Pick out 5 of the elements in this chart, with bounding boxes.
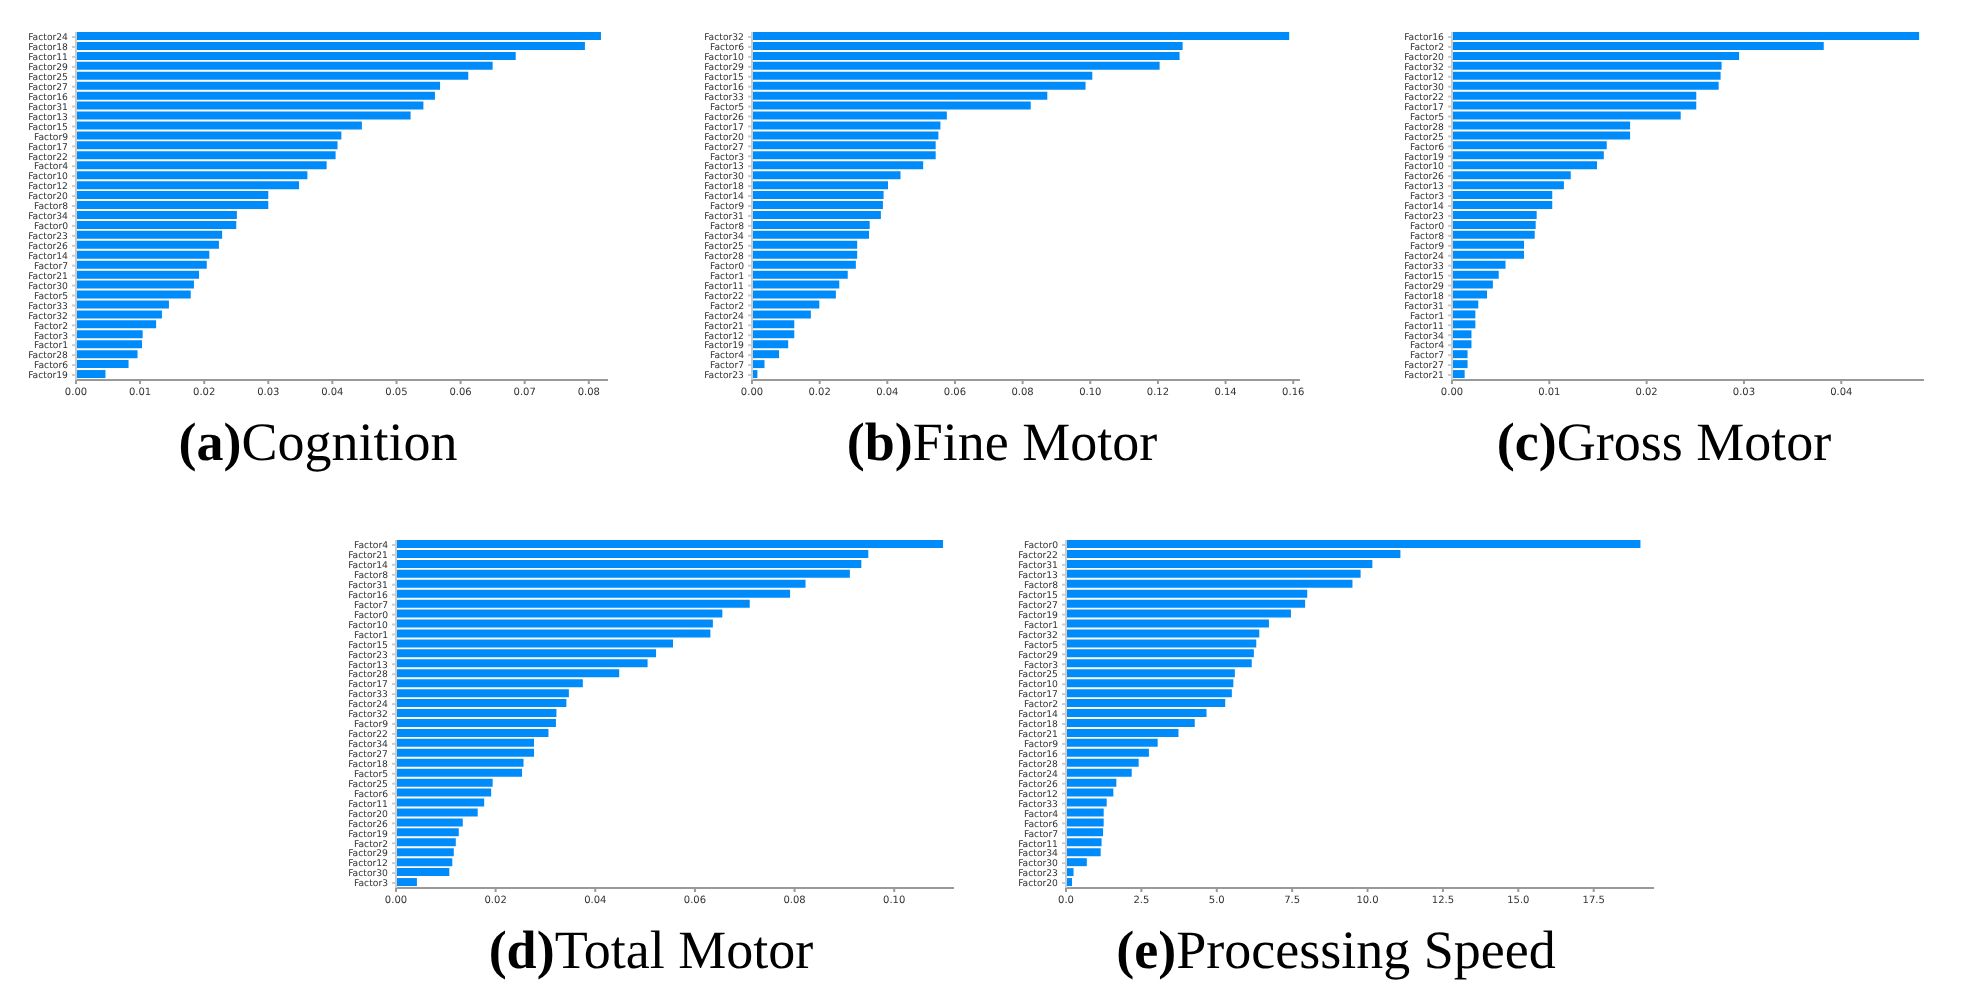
text: (d)Total Motor	[488, 920, 814, 980]
text: (e)Processing Speed	[1116, 920, 1556, 980]
text: (b)Fine Motor	[846, 412, 1158, 472]
text: (a)Cognition	[178, 412, 458, 472]
text: (c)Gross Motor	[1496, 412, 1832, 472]
